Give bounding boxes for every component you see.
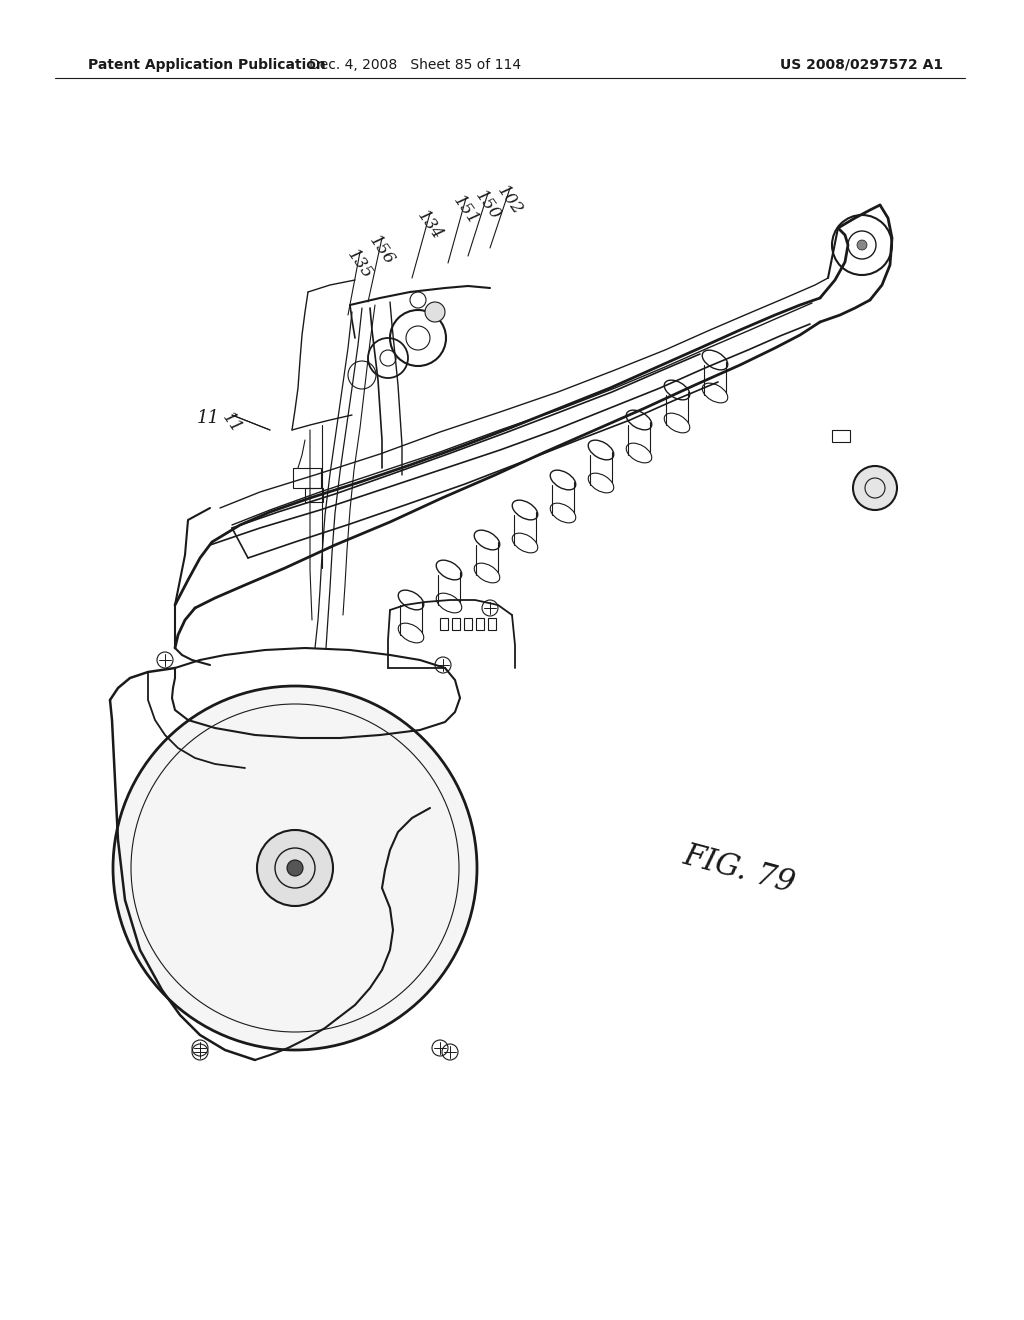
Text: Patent Application Publication: Patent Application Publication [88, 58, 326, 73]
Text: 156: 156 [366, 234, 398, 269]
Text: Dec. 4, 2008   Sheet 85 of 114: Dec. 4, 2008 Sheet 85 of 114 [309, 58, 521, 73]
Bar [831, 430, 850, 442]
Text: 135: 135 [344, 247, 376, 282]
Bar [305, 488, 323, 502]
Bar [488, 618, 496, 630]
Circle shape [853, 466, 897, 510]
Text: 150: 150 [472, 187, 504, 224]
Bar [476, 618, 484, 630]
Text: 11: 11 [197, 409, 220, 426]
Circle shape [425, 302, 445, 322]
Bar [293, 469, 321, 488]
Text: 102: 102 [494, 183, 526, 219]
Circle shape [857, 240, 867, 249]
Circle shape [287, 861, 303, 876]
Bar [452, 618, 460, 630]
Circle shape [257, 830, 333, 906]
Bar [440, 618, 449, 630]
Text: 11: 11 [219, 411, 245, 437]
Text: 151: 151 [450, 193, 482, 228]
Circle shape [113, 686, 477, 1049]
Text: 134: 134 [414, 209, 446, 244]
Bar [464, 618, 472, 630]
Text: US 2008/0297572 A1: US 2008/0297572 A1 [780, 58, 943, 73]
Text: FIG. 79: FIG. 79 [680, 841, 799, 900]
